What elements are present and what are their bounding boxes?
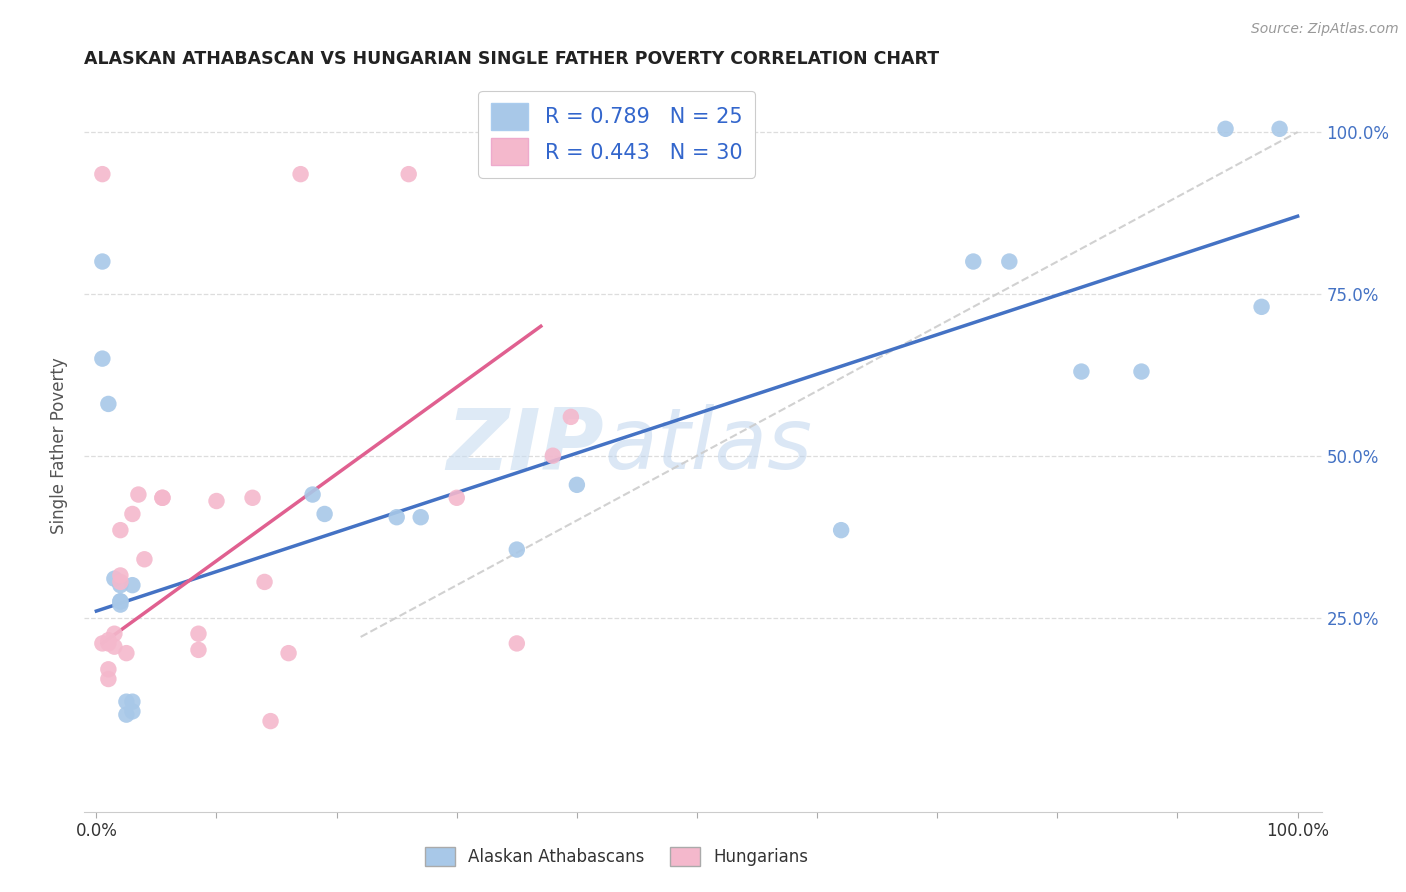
Point xyxy=(560,409,582,424)
Point xyxy=(314,507,336,521)
Point xyxy=(253,574,276,589)
Point xyxy=(121,578,143,592)
Point xyxy=(115,695,138,709)
Point xyxy=(97,397,120,411)
Point xyxy=(103,572,125,586)
Point xyxy=(121,705,143,719)
Point xyxy=(506,636,529,650)
Point xyxy=(830,523,852,537)
Point xyxy=(110,574,132,589)
Point xyxy=(103,640,125,654)
Text: ALASKAN ATHABASCAN VS HUNGARIAN SINGLE FATHER POVERTY CORRELATION CHART: ALASKAN ATHABASCAN VS HUNGARIAN SINGLE F… xyxy=(84,50,939,68)
Point xyxy=(110,578,132,592)
Point xyxy=(409,510,432,524)
Point xyxy=(91,167,114,181)
Point xyxy=(398,167,420,181)
Point xyxy=(277,646,299,660)
Point xyxy=(91,636,114,650)
Point xyxy=(1268,121,1291,136)
Point xyxy=(110,594,132,608)
Point xyxy=(115,646,138,660)
Point xyxy=(110,594,132,608)
Point xyxy=(1215,121,1237,136)
Legend: Alaskan Athabascans, Hungarians: Alaskan Athabascans, Hungarians xyxy=(418,840,814,873)
Point xyxy=(134,552,156,566)
Point xyxy=(127,487,149,501)
Text: atlas: atlas xyxy=(605,404,813,488)
Point xyxy=(97,636,120,650)
Point xyxy=(541,449,564,463)
Point xyxy=(103,626,125,640)
Point xyxy=(446,491,468,505)
Point xyxy=(91,351,114,366)
Point xyxy=(91,254,114,268)
Point xyxy=(187,643,209,657)
Point xyxy=(187,626,209,640)
Point xyxy=(290,167,312,181)
Text: ZIP: ZIP xyxy=(446,404,605,488)
Point xyxy=(110,598,132,612)
Point xyxy=(385,510,408,524)
Point xyxy=(97,672,120,686)
Y-axis label: Single Father Poverty: Single Father Poverty xyxy=(51,358,69,534)
Point xyxy=(152,491,174,505)
Point xyxy=(259,714,281,728)
Point xyxy=(121,507,143,521)
Point xyxy=(998,254,1021,268)
Point xyxy=(110,523,132,537)
Point xyxy=(301,487,323,501)
Point xyxy=(205,494,228,508)
Point xyxy=(565,478,588,492)
Point xyxy=(152,491,174,505)
Point xyxy=(121,695,143,709)
Point xyxy=(1250,300,1272,314)
Point xyxy=(1070,365,1092,379)
Point xyxy=(1130,365,1153,379)
Point xyxy=(110,568,132,582)
Point xyxy=(506,542,529,557)
Point xyxy=(242,491,264,505)
Point xyxy=(115,707,138,722)
Point xyxy=(97,662,120,676)
Point xyxy=(962,254,984,268)
Text: Source: ZipAtlas.com: Source: ZipAtlas.com xyxy=(1251,22,1399,37)
Point xyxy=(97,633,120,648)
